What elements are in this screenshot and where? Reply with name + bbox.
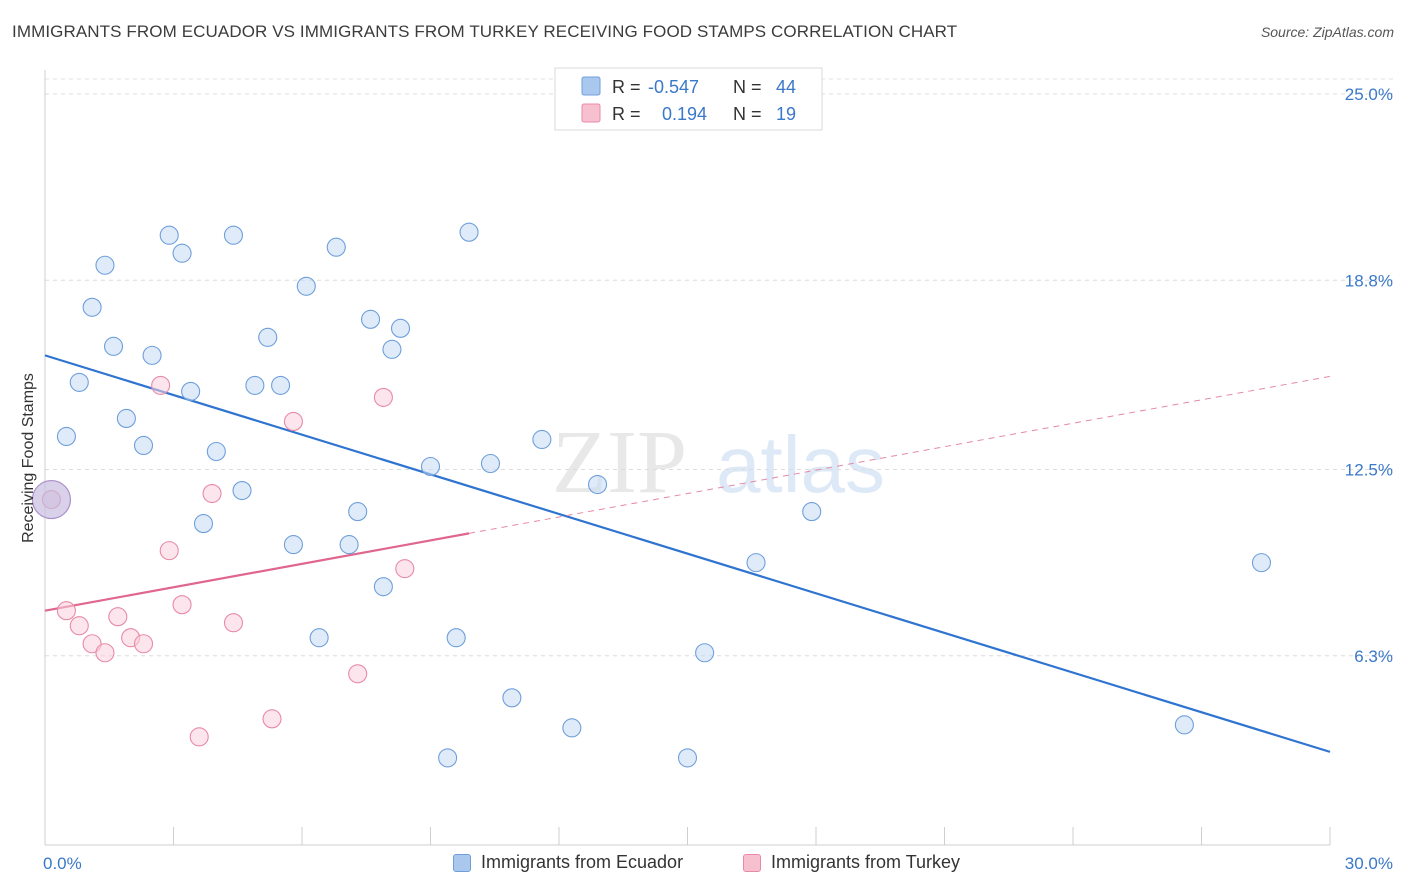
legend-swatch-ecuador <box>581 76 601 96</box>
data-point-turkey <box>151 375 171 395</box>
data-point-turkey <box>56 601 76 621</box>
data-point-turkey <box>202 483 222 504</box>
data-point-ecuador <box>103 336 124 356</box>
data-point-ecuador <box>82 297 102 317</box>
data-point-turkey <box>172 595 192 615</box>
trend-line-ecuador <box>44 354 1331 753</box>
data-point-ecuador <box>677 748 698 768</box>
data-point-ecuador <box>1251 553 1272 573</box>
data-point-ecuador <box>502 688 522 708</box>
legend-swatch-turkey <box>581 103 601 123</box>
data-point-ecuador <box>373 577 393 597</box>
correlation-legend: R = -0.547 N = 44 R = 0.194 N = 19 <box>554 67 823 131</box>
data-point-ecuador <box>360 309 381 329</box>
data-point-turkey <box>348 664 368 684</box>
data-point-ecuador <box>193 514 214 534</box>
legend-n-label-ecuador: N = <box>733 77 762 97</box>
data-point-turkey <box>395 559 415 579</box>
legend-item-turkey: Immigrants from Turkey <box>743 852 960 873</box>
y-tick-label: 6.3% <box>1354 647 1393 666</box>
data-point-ecuador <box>95 255 115 275</box>
trend-line-turkey-extension <box>468 375 1331 534</box>
data-point-ecuador <box>258 327 278 347</box>
trend-line-turkey <box>44 532 470 612</box>
series-legend: Immigrants from Ecuador Immigrants from … <box>0 852 1406 878</box>
legend-r-label-ecuador: R = <box>612 77 641 97</box>
chart-title: IMMIGRANTS FROM ECUADOR VS IMMIGRANTS FR… <box>12 22 958 41</box>
data-point-ecuador <box>480 453 501 474</box>
legend-item-ecuador: Immigrants from Ecuador <box>453 852 683 873</box>
data-point-ecuador <box>746 553 766 573</box>
data-point-turkey <box>108 607 128 627</box>
data-point-ecuador <box>296 276 316 296</box>
tick-labels: 6.3% 12.5% 18.8% 25.0% 0.0% 30.0% <box>43 85 1393 873</box>
data-point-ecuador <box>69 372 89 392</box>
trend-lines <box>44 354 1331 753</box>
data-point-ecuador <box>159 225 179 245</box>
data-point-ecuador <box>271 375 291 395</box>
data-point-ecuador <box>446 628 466 648</box>
data-point-ecuador <box>142 345 162 365</box>
y-tick-label: 18.8% <box>1345 271 1393 290</box>
data-points <box>31 222 1272 768</box>
legend-label-ecuador: Immigrants from Ecuador <box>481 852 684 872</box>
data-point-turkey <box>373 387 393 407</box>
y-tick-label: 25.0% <box>1345 85 1393 104</box>
data-point-turkey <box>133 634 154 654</box>
data-point-ecuador <box>339 535 359 555</box>
x-tick-label-min: 0.0% <box>43 854 82 873</box>
data-point-ecuador <box>695 643 715 663</box>
data-point-ecuador <box>181 381 201 401</box>
data-point-ecuador <box>390 318 411 338</box>
data-point-turkey <box>189 727 209 747</box>
legend-n-value-turkey: 19 <box>776 104 796 124</box>
data-point-ecuador <box>116 408 136 428</box>
data-point-turkey <box>223 613 244 633</box>
watermark-atlas: atlas <box>716 420 885 509</box>
legend-swatch-ecuador-bottom <box>453 853 471 872</box>
legend-n-label-turkey: N = <box>733 104 762 124</box>
legend-r-label-turkey: R = <box>612 104 641 124</box>
data-point-ecuador <box>1174 715 1194 735</box>
data-point-ecuador <box>56 426 76 447</box>
data-point-ecuador <box>438 748 458 768</box>
legend-r-value-ecuador: -0.547 <box>648 77 699 97</box>
data-point-ecuador <box>459 222 479 242</box>
data-point-ecuador <box>172 243 192 263</box>
data-point-ecuador <box>223 225 244 245</box>
data-point-ecuador <box>532 429 552 450</box>
source-label: Source: ZipAtlas.com <box>1260 24 1394 40</box>
data-point-ecuador <box>802 502 822 522</box>
data-point-ecuador <box>283 535 303 555</box>
data-point-ecuador <box>133 435 154 456</box>
data-point-ecuador <box>245 375 265 395</box>
data-point-ecuador <box>587 474 608 495</box>
data-point-ecuador <box>232 480 252 501</box>
data-point-turkey <box>262 709 282 729</box>
legend-label-turkey: Immigrants from Turkey <box>771 852 961 872</box>
grid-lines <box>45 78 1395 657</box>
legend-n-value-ecuador: 44 <box>776 77 796 97</box>
data-point-turkey <box>69 616 89 636</box>
data-point-ecuador <box>326 237 346 257</box>
axes <box>44 70 1331 846</box>
data-point-turkey <box>283 411 303 432</box>
data-point-ecuador <box>420 456 441 477</box>
legend-r-value-turkey: 0.194 <box>662 104 707 124</box>
data-point-turkey <box>159 541 179 561</box>
data-point-ecuador <box>562 718 582 738</box>
watermark-zip: ZIP <box>552 413 687 512</box>
data-point-ecuador <box>309 628 329 648</box>
data-point-ecuador <box>206 441 226 462</box>
y-axis-label: Receiving Food Stamps <box>20 373 37 543</box>
y-tick-label: 12.5% <box>1345 461 1393 480</box>
data-point-overlap-large <box>31 479 72 520</box>
data-point-turkey <box>95 643 115 663</box>
x-tick-label-max: 30.0% <box>1345 854 1393 873</box>
data-point-ecuador <box>348 502 368 522</box>
legend-swatch-turkey-bottom <box>743 853 761 872</box>
data-point-ecuador <box>382 339 402 359</box>
